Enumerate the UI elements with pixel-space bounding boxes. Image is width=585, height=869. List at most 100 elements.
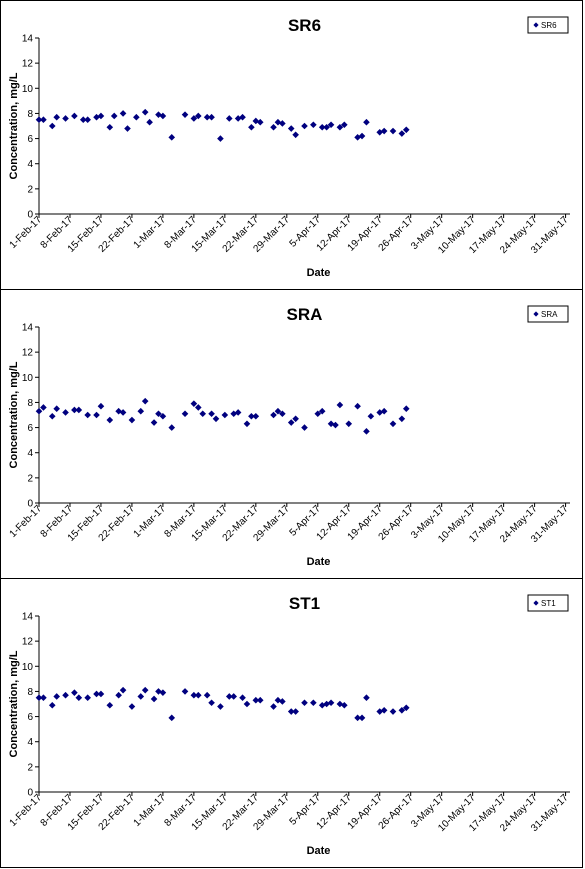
data-point	[84, 694, 91, 702]
data-point	[155, 410, 162, 418]
data-point	[327, 420, 335, 428]
x-axis-title: Date	[307, 845, 331, 857]
data-point	[97, 402, 105, 410]
data-point	[270, 123, 277, 131]
data-point	[97, 112, 105, 120]
y-axis-title: Concentration, mg/L	[8, 72, 20, 179]
y-tick-label: 10	[22, 84, 34, 95]
data-point	[75, 406, 83, 414]
data-point	[110, 112, 118, 120]
legend-marker	[533, 22, 539, 28]
data-point	[168, 714, 176, 722]
data-point	[274, 407, 282, 415]
data-point	[181, 688, 189, 695]
legend: SR6	[527, 16, 569, 34]
data-point	[212, 415, 220, 423]
y-axis-title: Concentration, mg/L	[8, 650, 20, 757]
data-point	[380, 407, 388, 415]
chart-title: SR6	[288, 16, 321, 35]
data-point	[327, 699, 335, 707]
legend-box	[527, 16, 569, 34]
data-point	[150, 419, 158, 426]
data-point	[203, 113, 211, 121]
legend-label: SRA	[541, 310, 558, 319]
data-point	[363, 694, 370, 702]
data-point	[106, 123, 114, 131]
y-tick-label: 4	[27, 159, 33, 170]
data-point	[225, 115, 233, 122]
y-tick-label: 2	[27, 762, 33, 773]
chart-panel-sra: SRA 0 2 4 6 8 10 12 14 1-Feb-17 8-Feb-17 15-Feb-17 2…	[0, 289, 583, 579]
legend: ST1	[527, 594, 569, 612]
data-point	[48, 701, 56, 709]
data-point	[48, 122, 56, 130]
data-point	[287, 419, 295, 426]
data-point	[40, 116, 47, 124]
data-point	[128, 703, 136, 710]
x-tick-label: 1-Mar-17	[132, 792, 169, 829]
data-point	[310, 121, 317, 129]
data-point	[35, 407, 43, 415]
data-point	[124, 125, 131, 132]
y-tick-label: 0	[27, 210, 33, 221]
data-point	[106, 701, 114, 709]
y-tick-label: 10	[22, 373, 34, 384]
x-axis-title: Date	[307, 267, 331, 279]
data-point	[119, 409, 127, 416]
data-point	[168, 424, 176, 431]
data-point	[398, 415, 406, 423]
y-tick-label: 2	[27, 184, 33, 195]
data-point	[354, 402, 361, 410]
data-point	[208, 410, 215, 418]
data-point	[62, 409, 69, 416]
data-point	[195, 404, 202, 411]
chart-title: ST1	[289, 594, 320, 613]
data-point	[53, 693, 60, 700]
y-tick-label: 4	[27, 737, 33, 748]
data-point	[256, 696, 264, 704]
data-point	[234, 409, 242, 416]
data-point	[159, 112, 167, 120]
data-point	[336, 401, 344, 409]
data-point	[376, 128, 384, 136]
data-point	[345, 420, 353, 428]
y-tick-label: 6	[27, 712, 33, 723]
legend-label: SR6	[541, 21, 557, 30]
legend-label: ST1	[541, 599, 556, 608]
data-point	[133, 113, 140, 121]
data-point	[217, 703, 224, 710]
data-point	[363, 118, 370, 126]
data-point	[354, 134, 361, 141]
x-tick-label: 1-Mar-17	[132, 214, 169, 251]
y-tick-label: 8	[27, 398, 33, 409]
data-point	[358, 132, 366, 140]
data-point	[327, 121, 335, 129]
data-point	[84, 411, 91, 419]
data-point	[71, 689, 78, 696]
x-tick-label: 1-Feb-17	[8, 503, 45, 540]
data-point	[141, 686, 149, 694]
data-point	[146, 118, 153, 126]
chart-panel-sr6: SR6 0 2 4 6 8 10 12 14 1-Feb-17 8-Feb-17 15-Feb-17 2…	[0, 0, 583, 290]
chart-title: SRA	[287, 305, 323, 324]
x-axis-title: Date	[307, 556, 331, 568]
data-point	[279, 120, 286, 127]
data-point	[367, 412, 375, 420]
y-tick-label: 14	[22, 323, 34, 334]
data-point	[195, 691, 202, 699]
data-point	[137, 407, 145, 415]
data-point	[363, 428, 370, 435]
data-point	[79, 116, 87, 124]
data-point	[35, 694, 43, 702]
y-tick-label: 8	[27, 109, 33, 120]
data-point	[380, 127, 388, 135]
data-point	[97, 690, 105, 698]
data-point	[279, 410, 286, 418]
data-point	[195, 112, 202, 120]
legend-marker	[533, 600, 539, 606]
data-point	[332, 421, 339, 429]
y-tick-label: 2	[27, 473, 33, 484]
data-point	[389, 420, 397, 428]
data-point	[141, 108, 149, 116]
x-tick-label: 1-Feb-17	[8, 214, 45, 251]
